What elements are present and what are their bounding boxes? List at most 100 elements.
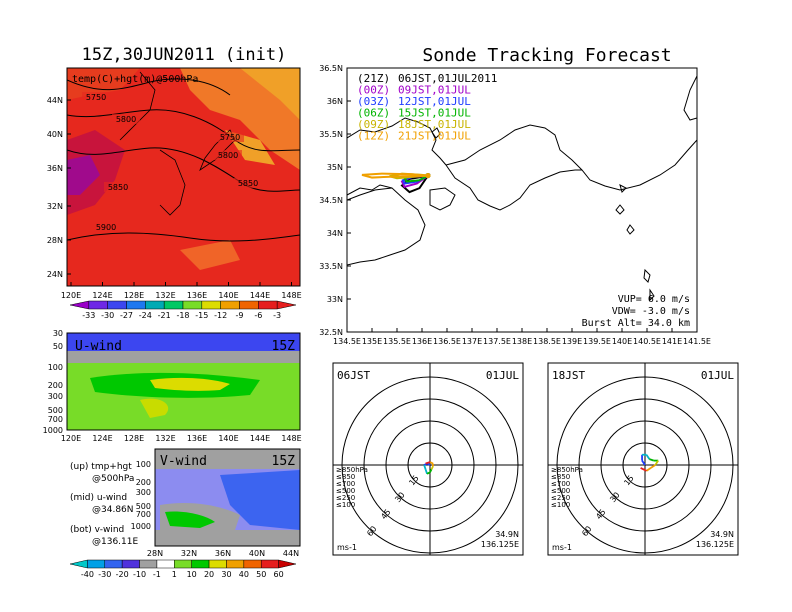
lat-tick-label: 35N — [327, 163, 343, 172]
contour-label-bg — [112, 114, 140, 124]
pressure-tick-label: 50 — [53, 342, 63, 351]
left-map-frame — [66, 67, 301, 287]
colorbar-label: -30 — [101, 311, 114, 320]
level-legend: ≤250 — [551, 494, 570, 502]
launch-tag: (21Z) — [357, 72, 390, 85]
wind-colorbar: -40 -30 -20 -10 -1 1 10 20 30 40 50 60 — [69, 559, 297, 579]
launch-label: 21JST,01JUL — [398, 130, 471, 143]
v-wind-time: 15Z — [272, 454, 296, 469]
launch-tag: (12Z) — [357, 130, 390, 143]
pressure-tick-label: 700 — [48, 415, 63, 424]
colorbar-label: 30 — [221, 570, 231, 579]
colorbar-cell — [226, 559, 245, 569]
pressure-tick-label: 500 — [136, 502, 151, 511]
u-wind-time: 15Z — [272, 339, 296, 354]
colorbar-label: -30 — [98, 570, 111, 579]
panel-legend: (up) tmp+hgt @500hPa (mid) u-wind @34.86… — [70, 462, 138, 547]
v-wind-lat-ticks: 28N 32N 36N 40N 44N — [147, 549, 299, 558]
hodograph-frame — [547, 362, 739, 556]
colorbar-cell — [69, 559, 88, 569]
contour-label: 5900 — [96, 223, 116, 232]
colorbar-label: -33 — [82, 311, 95, 320]
hodograph-segment — [425, 461, 431, 465]
lon-tick-label: 132E — [155, 434, 175, 443]
param-vup: VUP= 6.0 m/s — [618, 294, 690, 305]
track-title: Sonde Tracking Forecast — [422, 45, 671, 66]
hodograph-lat: 34.9N — [495, 530, 519, 539]
hodograph-time: 06JST — [337, 369, 370, 382]
lat-tick-label: 33N — [327, 295, 343, 304]
contour-labels: 5750 5800 5750 5800 5850 5850 5900 — [82, 92, 262, 232]
colorbar-cell — [88, 300, 108, 310]
lon-tick-label: 148E — [281, 434, 301, 443]
contour-label-bg — [82, 92, 110, 102]
lat-tick-label: 36N — [327, 97, 343, 106]
colorbar-label: -27 — [120, 311, 133, 320]
colorbar-label: -10 — [133, 570, 146, 579]
hodograph-segment — [650, 464, 656, 469]
lat-tick-label: 34N — [327, 229, 343, 238]
colorbar-cell — [191, 559, 210, 569]
lon-tick-label: 124E — [92, 434, 112, 443]
colorbar-cell — [276, 300, 297, 310]
v-wind-label: V-wind — [160, 454, 207, 469]
hodograph-date: 01JUL — [486, 369, 519, 382]
contour-label: 5800 — [218, 151, 238, 160]
pressure-tick-label: 700 — [136, 510, 151, 519]
hodograph-unit: ms-1 — [337, 543, 357, 552]
lon-tick-label: 137E — [462, 337, 482, 346]
colorbar-label: 40 — [239, 570, 249, 579]
colorbar-cell — [156, 559, 175, 569]
lon-tick-label: 144E — [250, 434, 270, 443]
colorbar-cell — [208, 559, 227, 569]
lon-tick-label: 140E — [612, 337, 632, 346]
lon-tick-label: 138E — [512, 337, 532, 346]
colorbar-cell — [126, 300, 146, 310]
hodograph-time: 18JST — [552, 369, 585, 382]
colorbar-label: 10 — [187, 570, 197, 579]
lon-tick-label: 138.5E — [533, 337, 561, 346]
hodograph-date: 01JUL — [701, 369, 734, 382]
colorbar-label: -40 — [81, 570, 94, 579]
pressure-tick-label: 200 — [48, 381, 63, 390]
colorbar-label: -18 — [176, 311, 189, 320]
lon-tick-label: 136E — [187, 291, 207, 300]
lon-tick-label: 139.5E — [583, 337, 611, 346]
lon-tick-label: 141.5E — [683, 337, 711, 346]
colorbar-label: 60 — [274, 570, 284, 579]
launch-label: 06JST,01JUL2011 — [398, 72, 497, 85]
lon-tick-label: 128E — [124, 291, 144, 300]
pressure-tick-label: 500 — [48, 406, 63, 415]
hodograph-segment — [429, 461, 434, 465]
colorbar-cell — [201, 300, 221, 310]
lon-tick-label: 144E — [250, 291, 270, 300]
lat-tick-label: 40N — [249, 549, 265, 558]
level-legend: ≥850hPa — [551, 466, 583, 474]
left-lon-ticks: 120E 124E 128E 132E 136E 140E 144E 148E — [61, 282, 302, 300]
lon-tick-label: 135.5E — [383, 337, 411, 346]
hodograph-lon: 136.125E — [481, 540, 519, 549]
colorbar-cell — [163, 300, 184, 310]
level-legend: ≤850 — [551, 473, 570, 481]
lat-tick-label: 44N — [283, 549, 299, 558]
pressure-tick-label: 30 — [53, 329, 63, 338]
lat-tick-label: 28N — [47, 236, 63, 245]
lat-tick-label: 36N — [47, 164, 63, 173]
hodograph-segment — [430, 466, 434, 470]
lon-tick-label: 140E — [218, 291, 238, 300]
lat-tick-label: 33.5N — [319, 262, 343, 271]
level-legend: ≤500 — [551, 487, 570, 495]
colorbar-label: -20 — [116, 570, 129, 579]
colorbar-label: -1 — [153, 570, 161, 579]
v-wind-section — [155, 449, 300, 546]
launch-tag: (09Z) — [357, 118, 390, 131]
contour-label: 5750 — [220, 133, 240, 142]
colorbar-cell — [182, 300, 203, 310]
track-lat-ticks: 36.5N 36N 35.5N 35N 34.5N 34N 33.5N 33N 32.5N — [319, 64, 351, 337]
launch-legend: (21Z) 06JST,01JUL2011 (00Z) 09JST,01JUL (03Z… — [357, 72, 497, 143]
legend-up-2: @500hPa — [92, 474, 134, 484]
hodograph-segment — [645, 454, 651, 460]
launch-label: 12JST,01JUL — [398, 95, 471, 108]
